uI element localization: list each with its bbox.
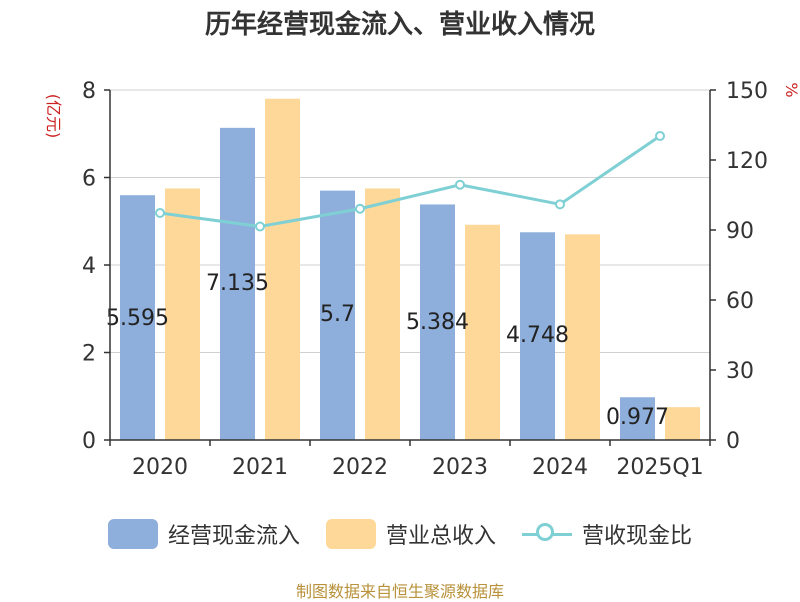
legend-swatch-ratio <box>522 519 572 549</box>
tick-label-x: 2020 <box>132 455 188 480</box>
legend-label-ratio: 营收现金比 <box>582 524 693 549</box>
legend-label-cash-inflow: 经营现金流入 <box>167 524 300 549</box>
legend-item-ratio[interactable]: 营收现金比 <box>522 518 692 550</box>
point-ratio <box>455 179 465 190</box>
tick-label-left: 8 <box>82 79 96 104</box>
data-label: 7.135 <box>206 271 269 296</box>
point-ratio <box>655 130 665 141</box>
data-label: 5.595 <box>106 306 169 331</box>
point-ratio <box>555 199 565 210</box>
tick-label-right: 0 <box>726 429 740 454</box>
bar-revenue <box>665 407 700 440</box>
data-label: 4.748 <box>506 323 569 348</box>
bar-revenue <box>465 224 500 440</box>
tick-label-right: 90 <box>726 219 754 244</box>
tick-label-x: 2025Q1 <box>616 455 703 480</box>
bar-cash-inflow <box>220 127 255 440</box>
legend-swatch-cash-inflow <box>107 519 158 549</box>
tick-label-x: 2023 <box>432 455 488 480</box>
data-label: 5.7 <box>320 302 355 327</box>
legend-swatch-revenue <box>325 519 376 549</box>
point-ratio <box>355 203 365 214</box>
bar-revenue <box>365 188 400 440</box>
legend: 经营现金流入 营业总收入 营收现金比 <box>0 514 800 554</box>
tick-label-right: 120 <box>726 149 768 174</box>
tick-label-left: 0 <box>82 429 96 454</box>
legend-item-cash-inflow[interactable]: 经营现金流入 <box>107 518 300 550</box>
bar-revenue <box>265 98 300 440</box>
bar-cash-inflow <box>320 190 355 440</box>
source-footer: 制图数据来自恒生聚源数据库 <box>295 582 504 601</box>
tick-label-x: 2024 <box>532 455 588 480</box>
legend-label-revenue: 营业总收入 <box>385 524 496 549</box>
y-axis-right-unit: % <box>782 82 800 97</box>
tick-label-left: 2 <box>82 342 96 367</box>
line-ratio <box>159 134 661 229</box>
tick-label-left: 4 <box>82 254 96 279</box>
legend-item-revenue[interactable]: 营业总收入 <box>325 518 496 550</box>
tick-label-right: 30 <box>726 359 754 384</box>
bar-revenue <box>565 234 600 440</box>
bar-cash-inflow <box>420 204 455 440</box>
tick-label-x: 2022 <box>332 455 388 480</box>
chart-title: 历年经营现金流入、营业收入情况 <box>204 10 595 40</box>
bar-revenue <box>165 188 200 440</box>
data-label: 5.384 <box>406 310 469 335</box>
y-axis-left-unit: (亿元) <box>44 94 63 139</box>
point-ratio <box>155 207 165 218</box>
tick-label-left: 6 <box>82 167 96 192</box>
bar-cash-inflow <box>620 397 655 440</box>
data-label: 0.977 <box>606 405 669 430</box>
bar-cash-inflow <box>520 232 555 440</box>
tick-label-right: 150 <box>726 79 768 104</box>
tick-label-x: 2021 <box>232 455 288 480</box>
bar-cash-inflow <box>120 195 155 440</box>
tick-label-right: 60 <box>726 289 754 314</box>
point-ratio <box>255 221 265 232</box>
